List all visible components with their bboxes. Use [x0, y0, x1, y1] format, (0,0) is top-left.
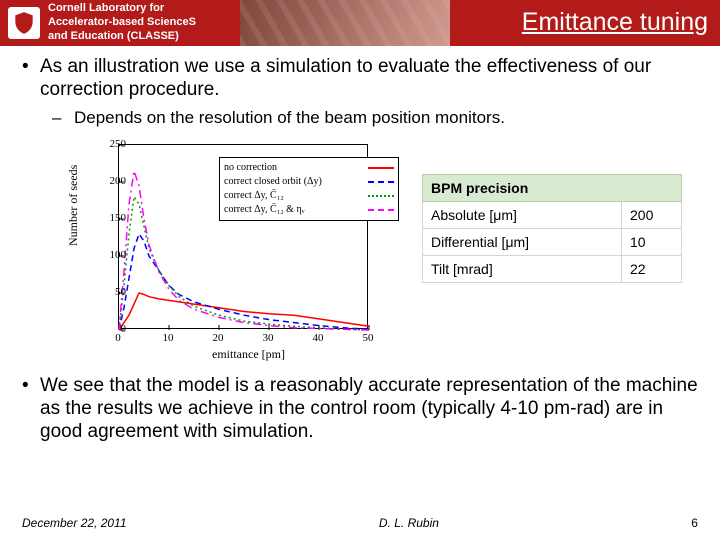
chart-xtick: 40	[313, 332, 324, 344]
lab-name: Cornell Laboratory for Accelerator-based…	[48, 2, 196, 43]
table-cell: 22	[622, 255, 682, 282]
bullet-text: As an illustration we use a simulation t…	[40, 56, 698, 102]
legend-swatch-icon	[368, 167, 394, 169]
slide-title: Emittance tuning	[522, 8, 708, 37]
legend-label: no correction	[224, 162, 277, 173]
header-bar: Cornell Laboratory for Accelerator-based…	[0, 0, 720, 46]
chart-table-row: Number of seeds emittance [pm] no correc…	[22, 136, 698, 361]
legend-entry: correct Δy, C̄₁₂	[224, 189, 394, 203]
bullet-dot-icon: •	[22, 375, 40, 443]
bullet-item: • As an illustration we use a simulation…	[22, 56, 698, 102]
chart-ytick: 250	[110, 138, 127, 150]
bullet-dot-icon: •	[22, 56, 40, 102]
table-cell: 200	[622, 201, 682, 228]
table-cell: Absolute [μm]	[423, 201, 622, 228]
table-cell: Tilt [mrad]	[423, 255, 622, 282]
table-row: Absolute [μm] 200	[423, 201, 682, 228]
legend-label: correct closed orbit (Δy)	[224, 176, 322, 187]
footer-page: 6	[691, 516, 698, 530]
chart-xlabel: emittance [pm]	[212, 347, 285, 362]
table-row: Tilt [mrad] 22	[423, 255, 682, 282]
chart-ytick: 150	[110, 212, 127, 224]
cornell-shield-icon	[8, 7, 40, 39]
bullet-dash-icon: –	[52, 108, 74, 128]
chart-ytick: 100	[110, 249, 127, 261]
table-cell: Differential [μm]	[423, 228, 622, 255]
chart-ytick: 50	[115, 286, 126, 298]
chart-ylabel: Number of seeds	[66, 165, 81, 246]
legend-swatch-icon	[368, 195, 394, 197]
bpm-precision-table: BPM precision Absolute [μm] 200 Differen…	[422, 174, 682, 283]
table-row: Differential [μm] 10	[423, 228, 682, 255]
slide-content: • As an illustration we use a simulation…	[0, 46, 720, 443]
chart-xtick: 20	[213, 332, 224, 344]
table-header: BPM precision	[423, 174, 682, 201]
chart-xtick: 50	[363, 332, 374, 344]
chart-xtick: 10	[163, 332, 174, 344]
chart-plot-area: no correction correct closed orbit (Δy) co…	[118, 144, 368, 329]
slide-footer: December 22, 2011 D. L. Rubin 6	[0, 516, 720, 530]
emittance-chart: Number of seeds emittance [pm] no correc…	[72, 136, 382, 361]
legend-label: correct Δy, C̄₁₂	[224, 190, 284, 201]
chart-ytick: 200	[110, 175, 127, 187]
chart-legend: no correction correct closed orbit (Δy) co…	[219, 157, 399, 221]
header-photo	[240, 0, 450, 46]
sub-bullet-text: Depends on the resolution of the beam po…	[74, 108, 505, 128]
chart-xtick: 0	[115, 332, 121, 344]
bullet-text: We see that the model is a reasonably ac…	[40, 375, 698, 443]
legend-swatch-icon	[368, 181, 394, 183]
legend-entry: correct closed orbit (Δy)	[224, 175, 394, 189]
legend-entry: correct Δy, C̄₁₂ & ηᵥ	[224, 203, 394, 217]
legend-swatch-icon	[368, 209, 394, 211]
sub-bullet-item: – Depends on the resolution of the beam …	[52, 108, 698, 128]
chart-xtick: 30	[263, 332, 274, 344]
legend-label: correct Δy, C̄₁₂ & ηᵥ	[224, 204, 305, 215]
legend-entry: no correction	[224, 161, 394, 175]
bullet-item: • We see that the model is a reasonably …	[22, 375, 698, 443]
table-cell: 10	[622, 228, 682, 255]
footer-date: December 22, 2011	[22, 516, 127, 530]
footer-author: D. L. Rubin	[379, 516, 439, 530]
chart-ytick: 0	[121, 323, 127, 335]
